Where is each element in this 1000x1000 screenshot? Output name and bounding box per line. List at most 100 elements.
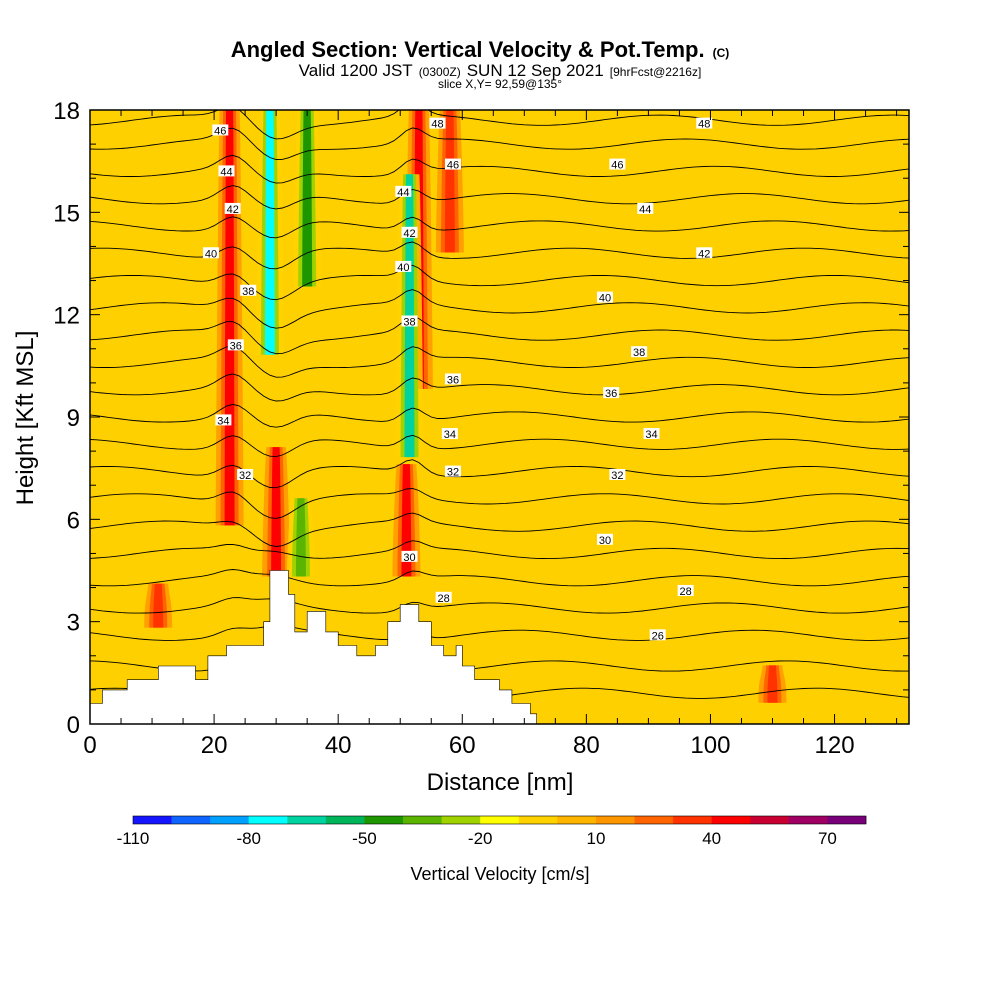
theta-contour — [90, 625, 909, 641]
velocity-streak — [295, 498, 306, 577]
contour-label-box — [395, 260, 412, 272]
chart-title: Angled Section: Vertical Velocity & Pot.… — [231, 37, 730, 91]
contour-label-text: 44 — [220, 166, 232, 178]
contour-label: 48 — [429, 117, 446, 131]
theta-contour — [90, 216, 909, 239]
contour-label: 28 — [677, 584, 694, 598]
y-tick-label: 3 — [67, 610, 80, 637]
contour-label-box — [401, 550, 418, 562]
x-tick-label: 120 — [815, 732, 855, 759]
contour-label-box — [603, 387, 620, 399]
contour-label: 32 — [609, 468, 626, 482]
theta-contours — [90, 110, 909, 699]
contour-label-box — [435, 591, 452, 603]
contour-label-box — [218, 165, 235, 177]
x-axis-label: Distance [nm] — [427, 769, 574, 796]
theta-contour — [90, 488, 909, 519]
colorbar-tick-label: -80 — [236, 829, 261, 848]
contour-label: 40 — [395, 260, 412, 274]
contour-label: 36 — [227, 339, 244, 352]
contour-label-box — [631, 346, 648, 358]
contour-label-text: 40 — [599, 293, 611, 305]
theta-contour — [90, 316, 909, 355]
colorbar-swatch — [673, 816, 712, 824]
theta-contour — [90, 540, 909, 560]
contour-label-text: 46 — [214, 125, 226, 137]
contour-label: 34 — [215, 414, 232, 427]
colorbar-swatch — [364, 816, 404, 824]
colorbar-frame — [132, 815, 867, 825]
contour-label-box — [444, 373, 461, 385]
theta-contour — [90, 434, 909, 458]
contour-label-box — [696, 247, 713, 259]
contour-label: 36 — [444, 373, 461, 386]
contour-label-box — [441, 428, 458, 440]
colorbar-swatch — [788, 816, 828, 824]
contour-label-text: 30 — [403, 552, 415, 564]
theta-contour — [90, 597, 909, 614]
contour-label-text: 42 — [227, 204, 239, 216]
velocity-streak — [302, 110, 313, 287]
velocity-streak — [153, 583, 164, 628]
valid-time: Valid 1200 JST — [299, 61, 413, 80]
theta-contour — [90, 154, 909, 184]
colorbar-swatch — [287, 816, 327, 824]
contour-label-text: 32 — [611, 470, 623, 482]
contour-label-text: 32 — [239, 470, 251, 482]
y-axis-label: Height [Kft MSL] — [12, 331, 39, 506]
x-axis-ticks: 0 20 40 60 80 100 120 — [83, 110, 898, 759]
contour-label-box — [596, 533, 613, 545]
colorbar-tick-label: -110 — [117, 829, 150, 848]
colorbar-tick-label: 40 — [702, 829, 721, 848]
contour-label-box — [643, 428, 660, 440]
theta-contour — [90, 459, 909, 489]
contour-label-text: 36 — [447, 374, 459, 386]
contour-label-text: 48 — [698, 119, 710, 131]
contour-label: 26 — [649, 629, 666, 642]
theta-contour — [90, 185, 909, 210]
contour-label-box — [215, 414, 232, 426]
colorbar-swatch — [171, 816, 211, 824]
contour-label: 46 — [444, 158, 461, 172]
contour-label: 44 — [637, 202, 654, 216]
contour-label-text: 48 — [431, 119, 443, 131]
contour-label: 36 — [603, 387, 620, 400]
colorbar-swatch — [634, 816, 674, 824]
theta-contour — [90, 289, 909, 329]
colorbar-tick-label: 10 — [586, 829, 605, 848]
contour-label-box — [637, 202, 654, 214]
colorbar-tick-label: -50 — [352, 829, 377, 848]
contour-label-box — [212, 124, 229, 136]
x-tick-label: 60 — [449, 732, 476, 759]
contour-label-text: 38 — [403, 316, 415, 328]
colorbar-title: Vertical Velocity [cm/s] — [410, 864, 589, 884]
contour-label-text: 34 — [645, 429, 657, 441]
terrain-mask — [89, 570, 537, 725]
x-tick-label: 40 — [325, 732, 352, 759]
contour-label-text: 26 — [652, 630, 664, 642]
svg-text:Valid 1200 JST(0300Z)SUN 12 Se: Valid 1200 JST (0300Z) SUN 12 Sep 2021 [9hr… — [299, 61, 702, 80]
contour-label-text: 32 — [447, 467, 459, 479]
x-tick-label: 20 — [201, 732, 228, 759]
contour-label-text: 38 — [633, 347, 645, 359]
colorbar-swatch — [325, 816, 365, 824]
contour-label-box — [202, 247, 219, 259]
colorbar-swatch — [595, 816, 635, 824]
valid-time-utc: (0300Z) — [419, 65, 461, 79]
forecast-info: [9hrFcst@2216z] — [610, 65, 702, 79]
contour-label: 34 — [441, 428, 458, 441]
contour-label: 42 — [224, 202, 241, 216]
x-tick-label: 80 — [573, 732, 600, 759]
velocity-streak — [401, 464, 412, 577]
contour-label-box — [444, 158, 461, 170]
y-tick-label: 6 — [67, 507, 80, 534]
contour-label-text: 42 — [698, 248, 710, 260]
contour-label-box — [677, 584, 694, 596]
y-tick-label: 12 — [53, 303, 80, 330]
theta-contour — [90, 345, 909, 378]
contour-label-box — [649, 629, 666, 641]
contour-label-text: 36 — [605, 388, 617, 400]
y-tick-label: 0 — [67, 712, 80, 739]
colorbar-swatch — [441, 816, 481, 824]
